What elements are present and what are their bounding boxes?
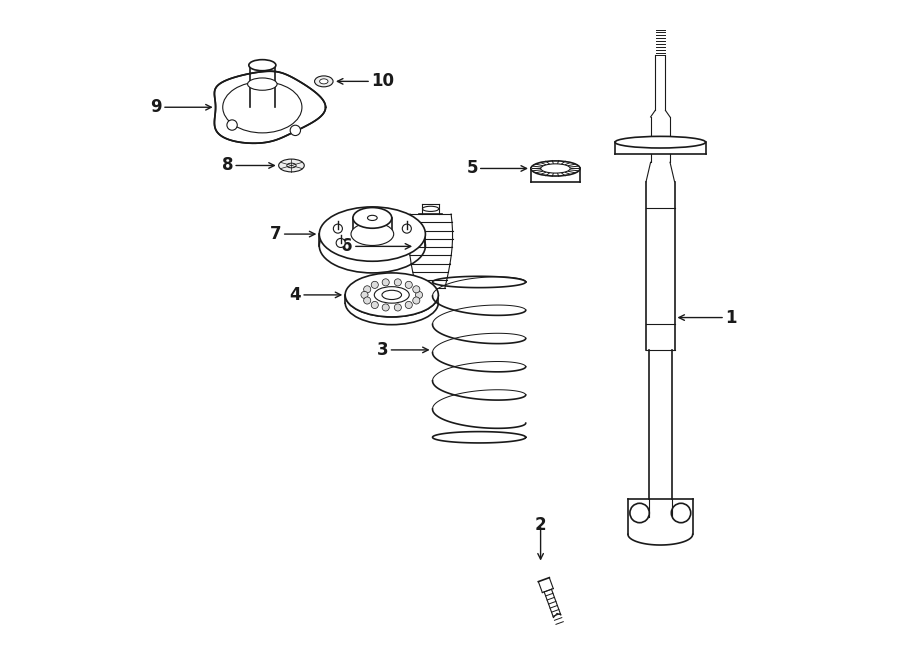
Ellipse shape <box>422 206 438 212</box>
Ellipse shape <box>320 79 328 84</box>
Circle shape <box>405 282 412 288</box>
Circle shape <box>364 286 371 293</box>
Ellipse shape <box>367 215 377 221</box>
Circle shape <box>402 224 411 233</box>
Circle shape <box>413 297 420 304</box>
Ellipse shape <box>222 81 302 133</box>
Polygon shape <box>214 71 326 143</box>
Ellipse shape <box>279 159 304 172</box>
Circle shape <box>630 503 649 523</box>
Text: 5: 5 <box>466 159 478 177</box>
Text: 3: 3 <box>377 341 389 359</box>
Circle shape <box>361 292 368 299</box>
Ellipse shape <box>374 287 410 303</box>
Ellipse shape <box>351 223 393 245</box>
Text: 7: 7 <box>270 225 282 243</box>
Ellipse shape <box>353 208 392 228</box>
Ellipse shape <box>615 136 706 148</box>
Circle shape <box>671 503 690 523</box>
Ellipse shape <box>320 219 426 273</box>
Ellipse shape <box>287 163 296 168</box>
Text: 2: 2 <box>535 516 546 533</box>
Circle shape <box>364 297 371 304</box>
Circle shape <box>394 304 401 311</box>
Text: 6: 6 <box>341 237 353 255</box>
Text: 10: 10 <box>371 72 394 91</box>
Circle shape <box>371 301 378 309</box>
Circle shape <box>413 286 420 293</box>
Text: 9: 9 <box>150 98 162 116</box>
Circle shape <box>382 279 390 286</box>
Circle shape <box>416 292 423 299</box>
Text: 8: 8 <box>221 157 233 175</box>
Text: 1: 1 <box>725 309 736 327</box>
Ellipse shape <box>531 161 580 176</box>
Circle shape <box>227 120 238 130</box>
Ellipse shape <box>315 76 333 87</box>
Ellipse shape <box>541 164 571 173</box>
Circle shape <box>333 224 342 233</box>
Circle shape <box>382 304 390 311</box>
Ellipse shape <box>382 290 401 299</box>
Circle shape <box>394 279 401 286</box>
Text: 4: 4 <box>290 286 302 304</box>
Ellipse shape <box>346 273 438 317</box>
Circle shape <box>371 282 378 288</box>
Circle shape <box>337 239 346 247</box>
Ellipse shape <box>248 78 277 91</box>
Circle shape <box>290 125 301 136</box>
Circle shape <box>405 301 412 309</box>
Ellipse shape <box>248 59 276 71</box>
Ellipse shape <box>320 207 426 261</box>
